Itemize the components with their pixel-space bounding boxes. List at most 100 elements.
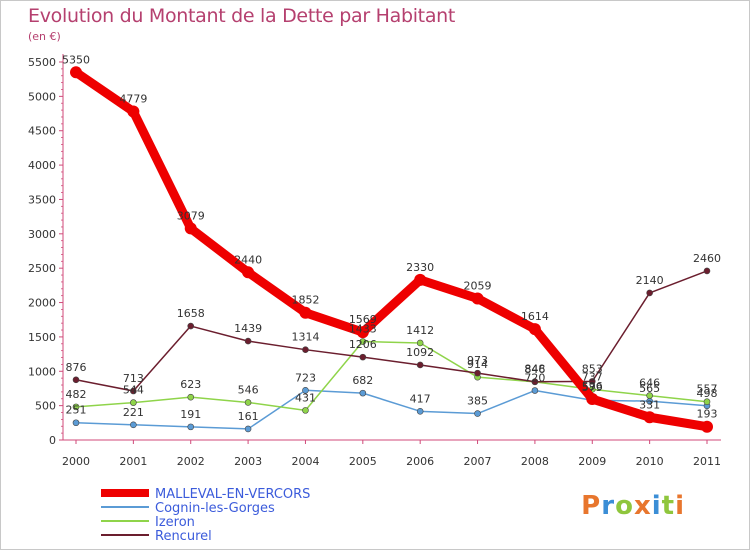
data-label: 161 xyxy=(238,410,259,423)
data-label: 5350 xyxy=(62,53,90,66)
data-label: 1206 xyxy=(349,338,377,351)
x-tick-label: 2010 xyxy=(636,455,664,468)
data-label: 544 xyxy=(123,384,144,397)
data-point xyxy=(187,322,195,330)
data-label: 482 xyxy=(66,388,87,401)
data-label: 646 xyxy=(639,377,660,390)
x-tick-label: 2003 xyxy=(234,455,262,468)
data-label: 2059 xyxy=(464,279,492,292)
data-point xyxy=(643,411,656,424)
chart-title: Evolution du Montant de la Dette par Hab… xyxy=(28,5,456,27)
data-label: 565 xyxy=(639,382,660,395)
data-label: 1569 xyxy=(349,313,377,326)
legend-label: Cognin-les-Gorges xyxy=(155,501,275,516)
x-tick-label: 2000 xyxy=(62,455,90,468)
x-tick-label: 2007 xyxy=(464,455,492,468)
data-label: 623 xyxy=(180,378,201,391)
data-point xyxy=(646,289,653,297)
data-label: 1614 xyxy=(521,310,549,323)
x-tick-label: 2008 xyxy=(521,455,549,468)
data-label: 4779 xyxy=(119,93,147,106)
series-line-2 xyxy=(75,340,708,412)
data-point xyxy=(531,378,539,386)
y-tick-label: 4000 xyxy=(28,159,56,172)
proxiti-logo: Proxiti xyxy=(581,491,685,521)
data-point xyxy=(528,323,541,336)
data-label: 2440 xyxy=(234,253,262,266)
data-label: 579 xyxy=(582,381,603,394)
data-label: 723 xyxy=(295,371,316,384)
data-point xyxy=(72,376,80,384)
data-point xyxy=(242,266,255,279)
data-point xyxy=(586,393,599,406)
data-label: 848 xyxy=(524,363,545,376)
data-label: 1433 xyxy=(349,323,377,336)
data-point xyxy=(244,425,252,433)
data-point xyxy=(302,387,309,394)
data-label: 417 xyxy=(410,392,431,405)
data-label: 431 xyxy=(295,391,316,404)
data-label: 2460 xyxy=(693,252,721,265)
data-label: 720 xyxy=(524,372,545,385)
data-point xyxy=(187,423,195,431)
series-line-3 xyxy=(75,270,708,392)
y-tick-label: 5000 xyxy=(28,90,56,103)
data-point xyxy=(531,387,539,394)
data-label: 1092 xyxy=(406,346,434,359)
data-point xyxy=(359,338,367,345)
data-label: 1658 xyxy=(177,307,205,320)
data-label: 596 xyxy=(582,380,603,393)
legend-label: Rencurel xyxy=(155,529,212,544)
legend-label: MALLEVAL-EN-VERCORS xyxy=(155,487,310,502)
data-point xyxy=(474,369,481,377)
data-label: 713 xyxy=(123,372,144,385)
data-label: 251 xyxy=(66,404,87,417)
data-label: 498 xyxy=(697,387,718,400)
data-point xyxy=(703,267,711,275)
legend-label: Izeron xyxy=(155,515,195,530)
data-point xyxy=(646,392,653,399)
data-point xyxy=(359,389,367,397)
x-tick-label: 2001 xyxy=(119,455,147,468)
data-label: 1412 xyxy=(406,324,434,337)
data-point xyxy=(244,337,252,345)
data-point xyxy=(416,361,424,369)
data-label: 221 xyxy=(123,406,144,419)
data-point xyxy=(416,339,424,347)
y-tick-label: 2000 xyxy=(28,297,56,310)
x-tick-label: 2004 xyxy=(291,455,319,468)
data-label: 737 xyxy=(582,370,603,383)
x-tick-label: 2005 xyxy=(349,455,377,468)
x-tick-label: 2002 xyxy=(177,455,205,468)
data-point xyxy=(72,403,80,411)
data-point xyxy=(416,408,424,415)
data-label: 1314 xyxy=(291,331,319,344)
data-point xyxy=(130,399,137,406)
data-point xyxy=(130,421,137,429)
data-label: 1439 xyxy=(234,322,262,335)
y-tick-label: 3000 xyxy=(28,228,56,241)
data-label: 682 xyxy=(352,374,373,387)
data-point xyxy=(701,420,713,433)
data-point xyxy=(130,387,137,395)
y-tick-label: 4500 xyxy=(28,125,56,138)
data-point xyxy=(474,410,481,417)
data-label: 557 xyxy=(697,383,718,396)
y-tick-label: 500 xyxy=(35,400,56,413)
data-label: 191 xyxy=(180,408,201,421)
data-point xyxy=(414,273,427,286)
data-point xyxy=(359,353,367,361)
data-label: 914 xyxy=(467,358,488,371)
data-label: 385 xyxy=(467,395,488,408)
data-label: 973 xyxy=(467,354,488,367)
y-tick-label: 2500 xyxy=(28,262,56,275)
y-tick-label: 0 xyxy=(49,434,56,447)
data-label: 846 xyxy=(524,363,545,376)
y-tick-label: 1000 xyxy=(28,365,56,378)
data-point xyxy=(70,66,82,79)
data-label: 876 xyxy=(66,361,87,374)
data-label: 853 xyxy=(582,362,603,375)
data-point xyxy=(302,346,309,353)
